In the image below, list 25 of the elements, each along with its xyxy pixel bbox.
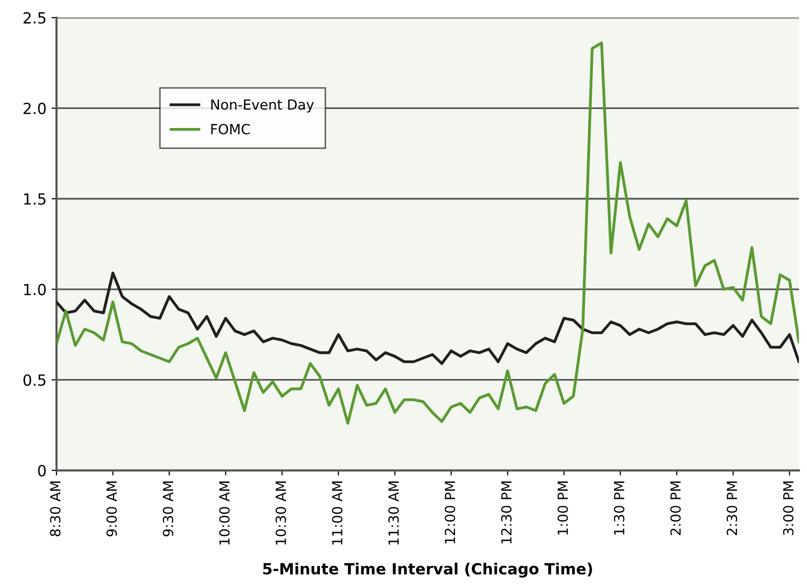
legend-label: Non-Event Day: [211, 100, 314, 113]
x-tick-label: 3:00 PM: [783, 481, 794, 536]
x-tick-label: 2:00 PM: [670, 481, 681, 536]
y-tick-label: 1.5: [24, 193, 46, 205]
x-tick-label: 10:30 AM: [276, 481, 286, 545]
line-series: [56, 272, 799, 365]
x-tick-label: 9:00 AM: [106, 481, 117, 536]
x-tick-label: 11:30 AM: [388, 481, 399, 545]
y-tick-label: 2.5: [24, 12, 46, 24]
x-tick-label: 9:30 AM: [162, 481, 174, 536]
y-tick-label: 0: [38, 464, 46, 476]
x-tick-label: 10:00 AM: [219, 481, 230, 545]
x-tick-label: 12:30 PM: [501, 481, 512, 544]
x-tick-label: 1:00 PM: [558, 481, 568, 535]
y-tick-label: 1.0: [24, 284, 46, 296]
x-tick-label: 1:30 PM: [614, 481, 624, 535]
x-tick-label: 8:30 AM: [50, 481, 61, 536]
x-tick-label: 11:00 AM: [332, 481, 342, 545]
x-axis-title: 5-Minute Time Interval (Chicago Time): [263, 562, 592, 578]
y-tick-label: 0.5: [23, 374, 46, 386]
x-tick-label: 12:00 PM: [444, 481, 456, 544]
line-series: [56, 42, 799, 425]
legend-label: FOMC: [211, 124, 250, 134]
y-tick-label: 2.0: [24, 102, 46, 114]
x-tick-label: 2:30 PM: [726, 481, 738, 536]
